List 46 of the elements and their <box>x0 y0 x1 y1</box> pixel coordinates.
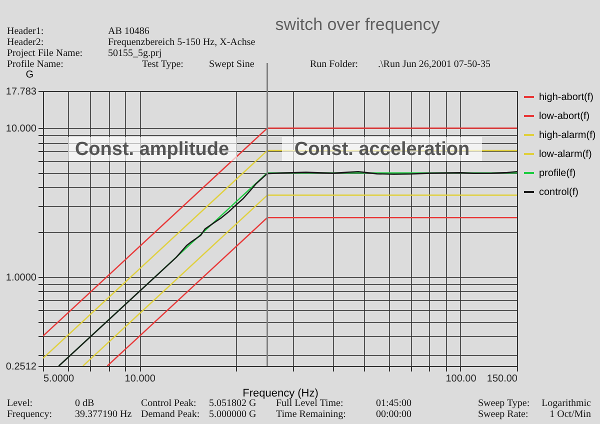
text: Full Level Time: <box>276 398 344 409</box>
legend-label: low-abort(f) <box>539 111 590 122</box>
text: Frequency: <box>7 409 52 420</box>
legend-label: high-alarm(f) <box>539 130 596 141</box>
annotation: Const. acceleration <box>294 139 470 160</box>
text: Swept Sine <box>209 59 255 70</box>
text: Sweep Type: <box>478 398 530 409</box>
text: 5.000000 G <box>209 409 256 420</box>
legend-label: low-alarm(f) <box>539 149 592 160</box>
x-tick-label: 5.0000 <box>44 374 75 384</box>
text: Header1: <box>7 26 44 37</box>
text: Sweep Rate: <box>478 409 528 420</box>
text: 0 dB <box>75 398 94 409</box>
text: AB 10486 <box>108 26 150 37</box>
x-tick-label: 10.000 <box>124 374 156 384</box>
text: .\Run Jun 26,2001 07-50-35 <box>378 59 490 70</box>
text: 5.051802 G <box>209 398 256 409</box>
text: Header2: <box>7 37 44 48</box>
legend-label: control(f) <box>539 187 578 198</box>
x-axis-title: Frequency (Hz) <box>242 388 318 400</box>
y-axis-title: G <box>26 70 34 80</box>
text: 1 Oct/Min <box>550 409 591 420</box>
y-tick-label: 10.000 <box>6 124 37 135</box>
text: 00:00:00 <box>376 409 412 420</box>
y-tick-label: 0.2512 <box>6 362 37 372</box>
text: 39.377190 Hz <box>75 409 132 420</box>
text: Frequenzbereich 5-150 Hz, X-Achse <box>108 37 256 48</box>
text: Test Type: <box>142 59 184 70</box>
text: Demand Peak: <box>141 409 200 420</box>
y-tick-label: 17.783 <box>6 86 37 98</box>
x-tick-label: 150.00 <box>486 374 518 384</box>
text: Time Remaining: <box>276 409 346 420</box>
legend-label: high-abort(f) <box>539 92 594 103</box>
text: 01:45:00 <box>376 398 412 409</box>
x-tick-label: 100.00 <box>446 374 477 384</box>
text: 50155_5g.prj <box>108 48 162 59</box>
text: Profile Name: <box>7 59 64 70</box>
text: Run Folder: <box>310 59 358 70</box>
ref-line-label: switch over frequency <box>275 15 440 34</box>
y-tick-label: 1.0000 <box>6 272 37 284</box>
annotation: Const. amplitude <box>74 139 230 160</box>
text: Control Peak: <box>141 398 196 409</box>
text: Project File Name: <box>7 48 83 59</box>
text: Level: <box>7 398 33 409</box>
legend-label: profile(f) <box>539 168 576 179</box>
text: Logarithmic <box>542 398 592 409</box>
